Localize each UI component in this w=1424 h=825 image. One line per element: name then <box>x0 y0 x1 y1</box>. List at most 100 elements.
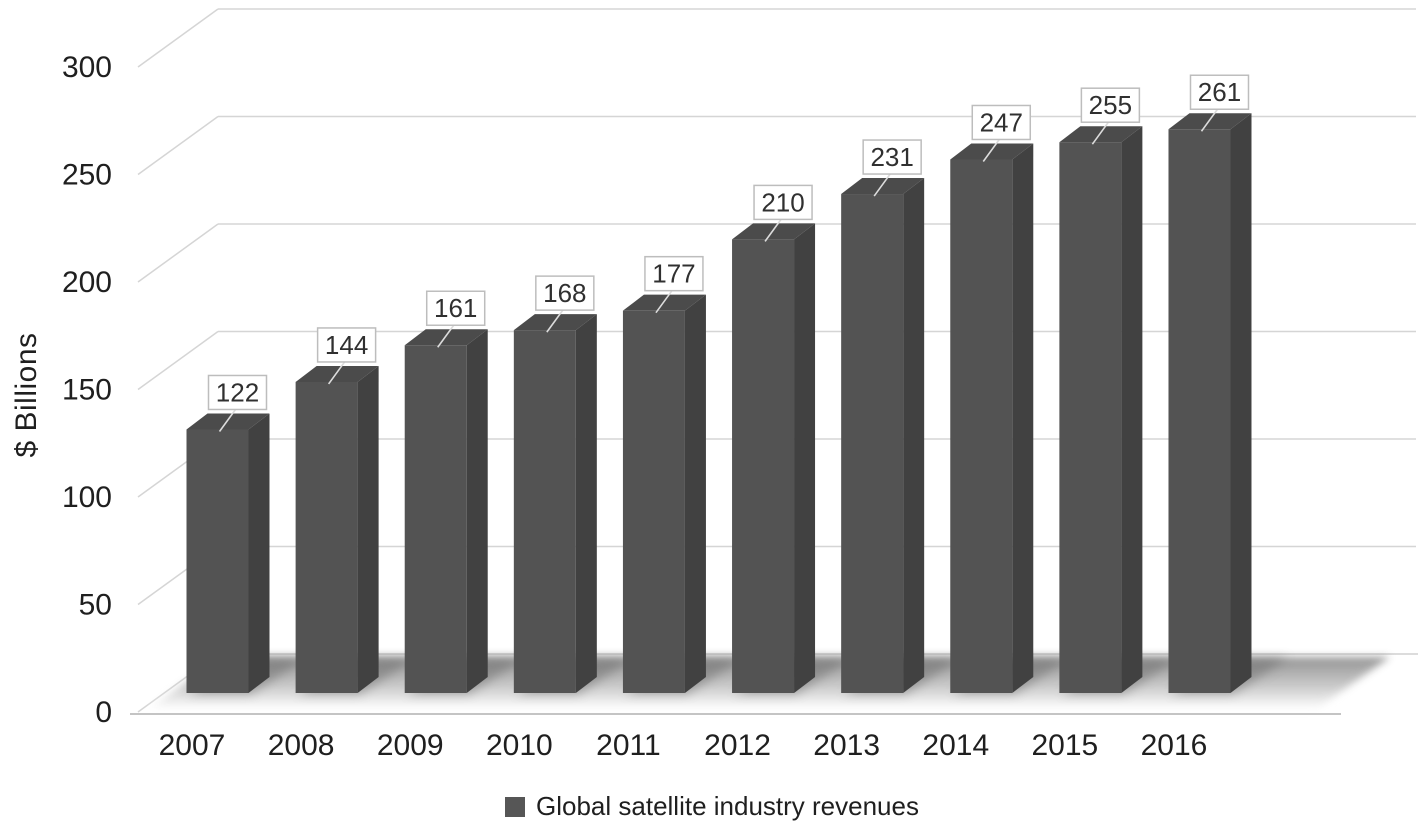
bar-side-face <box>575 314 597 693</box>
gridline-diagonal-300 <box>137 8 219 68</box>
y-axis-title: $ Billions <box>10 332 43 458</box>
x-tick-label-2015: 2015 <box>1032 729 1099 762</box>
bar-2008 <box>295 365 379 693</box>
bar-top-face <box>1059 126 1143 143</box>
x-tick-label-2012: 2012 <box>704 729 771 762</box>
data-label-2016: 261 <box>1189 74 1250 110</box>
legend-marker-square <box>505 796 525 817</box>
data-label-value: 177 <box>652 259 695 289</box>
bar-front-face <box>950 159 1013 694</box>
data-label-box <box>753 184 813 221</box>
data-label-2012: 210 <box>753 184 813 221</box>
bar-2009 <box>404 329 488 693</box>
bar-2011 <box>622 294 706 693</box>
data-label-box <box>207 374 268 411</box>
bar-top-face <box>513 314 597 331</box>
data-label-callout-2013 <box>873 173 891 197</box>
bar-side-face <box>1012 143 1034 694</box>
data-label-value: 168 <box>543 278 586 308</box>
x-tick-label-2009: 2009 <box>377 729 444 762</box>
bar-top-face <box>950 143 1034 160</box>
data-label-box <box>316 327 377 363</box>
bar-2014 <box>950 143 1034 694</box>
gridline-diagonal-150 <box>137 330 219 391</box>
data-label-box <box>535 275 595 311</box>
x-tick-label-2014: 2014 <box>922 729 989 762</box>
bar-side-face <box>248 413 270 693</box>
bar-2016 <box>1168 113 1252 694</box>
legend: Global satellite industry revenues <box>0 791 1424 822</box>
gridline-diagonal-200 <box>137 223 219 283</box>
bar-top-face <box>841 178 925 195</box>
y-tick-label-0: 0 <box>95 696 112 729</box>
data-label-2014: 247 <box>971 104 1032 141</box>
legend-label: Global satellite industry revenues <box>536 791 919 821</box>
x-tick-label-2008: 2008 <box>268 729 335 762</box>
y-tick-label-200: 200 <box>62 266 112 299</box>
bar-front-face <box>1168 129 1231 694</box>
y-tick-label-300: 300 <box>62 51 112 84</box>
data-label-callout-2011 <box>655 290 673 314</box>
data-label-value: 210 <box>761 187 804 217</box>
data-label-callout-2015 <box>1091 121 1110 145</box>
bar-front-face <box>404 345 467 693</box>
bar-top-face <box>295 365 379 382</box>
bar-2013 <box>841 178 925 694</box>
bar-side-face <box>357 365 379 693</box>
y-tick-label-50: 50 <box>79 589 112 622</box>
bar-2015 <box>1059 126 1143 693</box>
bar-top-face <box>1168 113 1252 130</box>
bar-front-face <box>1059 142 1122 693</box>
bar-front-face <box>186 429 249 693</box>
data-label-2007: 122 <box>207 374 268 411</box>
data-label-value: 261 <box>1198 77 1241 107</box>
data-label-callout-2012 <box>764 218 782 242</box>
bar-top-face <box>186 413 270 430</box>
bar-top-face <box>732 223 816 240</box>
bar-front-face <box>841 194 904 694</box>
bar-side-face <box>1121 126 1143 693</box>
data-label-callout-2009 <box>437 324 455 348</box>
data-label-box <box>862 139 922 175</box>
data-label-2013: 231 <box>862 139 922 175</box>
data-label-box <box>425 290 486 326</box>
y-tick-label-100: 100 <box>62 481 112 514</box>
data-label-callout-2016 <box>1200 108 1219 132</box>
bar-2012 <box>732 223 816 693</box>
bar-side-face <box>794 223 816 693</box>
bar-chart-plot: 0 50 100 150 200 250 300 122 144 161 168 177 210 231 2… <box>62 8 1418 762</box>
data-label-2011: 177 <box>644 255 704 292</box>
bar-front-face <box>513 330 576 693</box>
x-tick-label-2016: 2016 <box>1141 729 1208 762</box>
data-label-value: 144 <box>325 330 368 360</box>
x-tick-label-2010: 2010 <box>486 729 553 762</box>
data-label-2015: 255 <box>1080 87 1141 123</box>
bar-side-face <box>903 178 925 694</box>
bar-side-face <box>684 294 706 693</box>
data-label-box <box>644 255 704 292</box>
y-tick-label-150: 150 <box>62 374 112 407</box>
data-label-callout-2008 <box>327 361 346 385</box>
data-label-value: 247 <box>980 107 1023 137</box>
data-label-value: 161 <box>434 293 477 323</box>
data-label-callout-2007 <box>218 409 237 432</box>
bar-top-face <box>404 329 488 346</box>
bar-2010 <box>513 314 597 693</box>
y-tick-label-250: 250 <box>62 159 112 192</box>
x-tick-label-2013: 2013 <box>813 729 880 762</box>
bar-front-face <box>295 381 358 693</box>
data-label-value: 122 <box>216 377 259 407</box>
data-label-value: 255 <box>1089 90 1132 120</box>
data-label-value: 231 <box>870 142 913 172</box>
data-label-box <box>1189 74 1250 110</box>
bar-2007 <box>186 413 270 693</box>
bar-side-face <box>466 329 488 693</box>
bar-top-face <box>622 294 706 311</box>
data-label-2010: 168 <box>535 275 595 311</box>
data-label-callout-2014 <box>982 139 1000 162</box>
data-label-2008: 144 <box>316 327 377 363</box>
bar-side-face <box>1230 113 1252 694</box>
gridline-diagonal-250 <box>137 115 219 176</box>
data-label-box <box>1080 87 1141 123</box>
